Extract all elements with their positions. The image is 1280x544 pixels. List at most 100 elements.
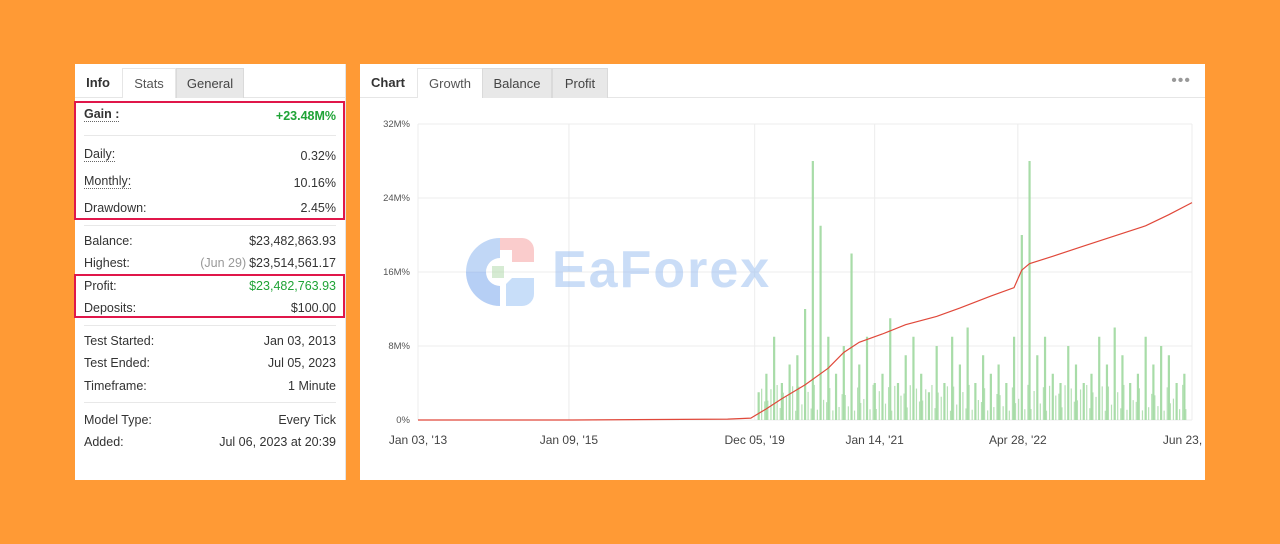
volume-bar: [1042, 387, 1044, 420]
volume-bar: [909, 385, 911, 420]
volume-bar: [1172, 398, 1175, 420]
volume-bar: [922, 400, 924, 420]
volume-bar: [943, 404, 945, 420]
volume-bar: [934, 408, 936, 420]
volume-bar: [869, 409, 871, 420]
volume-bar: [819, 389, 822, 420]
volume-bar: [1114, 397, 1116, 420]
volume-bar: [1043, 336, 1047, 420]
test-started-label: Test Started:: [84, 334, 155, 348]
volume-bar: [982, 355, 985, 420]
volume-bar: [1101, 386, 1103, 420]
volume-bar: [863, 398, 865, 420]
volume-bar: [953, 386, 955, 420]
added-value: Jul 06, 2023 at 20:39: [219, 435, 336, 449]
volume-bar: [1039, 403, 1041, 420]
volume-bar: [1132, 400, 1134, 420]
drawdown-value: 2.45%: [300, 201, 336, 215]
tab-chart[interactable]: Chart: [371, 75, 405, 90]
volume-bar: [1107, 386, 1110, 420]
volume-bar: [1104, 410, 1106, 420]
volume-bar: [776, 385, 778, 420]
volume-bar: [829, 388, 831, 420]
volume-bar: [1136, 373, 1140, 420]
volume-bar: [765, 373, 768, 420]
volume-bar: [946, 386, 949, 420]
tab-balance[interactable]: Balance: [482, 68, 552, 98]
volume-bar: [900, 395, 902, 420]
volume-bar: [1033, 391, 1035, 420]
gain-label[interactable]: Gain :: [84, 107, 120, 122]
volume-bar: [896, 383, 900, 420]
volume-bar: [1163, 410, 1165, 420]
volume-bar: [928, 409, 930, 420]
drawdown-row: Drawdown: 2.45%: [84, 201, 336, 221]
volume-bar: [782, 392, 784, 420]
volume-bar: [1079, 389, 1082, 420]
volume-bar: [1067, 346, 1070, 420]
test-started-value: Jan 03, 2013: [263, 334, 336, 348]
volume-bar: [1052, 405, 1054, 420]
y-axis-labels: 32M% 24M% 16M% 8M% 0%: [383, 119, 410, 426]
volume-bar: [1152, 364, 1155, 420]
volume-bar: [1045, 410, 1048, 420]
profit-row: Profit: $23,482,763.93: [84, 279, 336, 299]
monthly-value: 10.16%: [293, 176, 336, 190]
volume-bar: [1021, 390, 1023, 420]
more-options-icon[interactable]: •••: [1171, 72, 1191, 89]
growth-chart: 32M% 24M% 16M% 8M% 0% Jan 03, '13 Jan 09, '15…: [383, 119, 1205, 447]
volume-bar: [827, 336, 830, 420]
daily-label[interactable]: Daily:: [84, 147, 116, 162]
volume-bar: [912, 410, 914, 420]
volume-bar: [935, 346, 938, 420]
volume-bar: [1154, 395, 1156, 420]
volume-bar: [1030, 409, 1032, 420]
volume-bar: [1151, 393, 1153, 420]
volume-bar: [757, 410, 760, 420]
volume-bar: [1008, 410, 1010, 420]
volume-bar: [1144, 385, 1147, 420]
volume-bar: [872, 384, 874, 420]
tab-stats[interactable]: Stats: [122, 68, 176, 98]
volume-bar: [1129, 389, 1131, 420]
volume-bar: [807, 391, 809, 420]
tab-growth[interactable]: Growth: [417, 68, 483, 98]
volume-bar: [1067, 410, 1069, 420]
volume-bar: [875, 408, 877, 420]
volume-bar: [925, 389, 927, 420]
volume-bar: [1110, 404, 1113, 420]
volume-bar: [773, 409, 775, 420]
volume-bar: [1086, 384, 1088, 420]
tab-info[interactable]: Info: [86, 75, 110, 90]
volume-bar: [959, 397, 961, 420]
volume-bar: [1082, 383, 1085, 420]
added-row: Added: Jul 06, 2023 at 20:39: [84, 435, 336, 455]
balance-value: $23,482,863.93: [249, 234, 336, 248]
model-type-row: Model Type: Every Tick: [84, 413, 336, 433]
volume-bar: [931, 384, 933, 420]
volume-bar: [779, 408, 781, 420]
y-tick-label: 32M%: [383, 119, 410, 130]
tab-general[interactable]: General: [176, 68, 244, 98]
volume-bar: [1105, 364, 1109, 420]
volume-bar: [1185, 409, 1187, 420]
volume-bar: [770, 389, 772, 420]
volume-bar: [1175, 390, 1178, 420]
x-tick-label: Dec 05, '19: [725, 433, 786, 447]
y-tick-label: 24M%: [383, 193, 410, 204]
monthly-label[interactable]: Monthly:: [84, 174, 132, 189]
volume-bar: [966, 327, 969, 420]
volume-bars: [757, 161, 1187, 420]
volume-bar: [844, 395, 846, 420]
volume-bar: [1182, 384, 1184, 420]
volume-bar: [780, 383, 783, 420]
test-ended-value: Jul 05, 2023: [267, 356, 336, 370]
stats-panel: Info Stats General Gain : +23.48M% Daily…: [74, 64, 346, 480]
volume-bar: [785, 396, 788, 420]
volume-bar: [1166, 387, 1168, 420]
tab-profit[interactable]: Profit: [552, 68, 608, 98]
volume-bar: [1051, 373, 1054, 420]
volume-bar: [819, 225, 822, 420]
volume-bar: [1160, 346, 1163, 420]
volume-bar: [940, 396, 942, 420]
